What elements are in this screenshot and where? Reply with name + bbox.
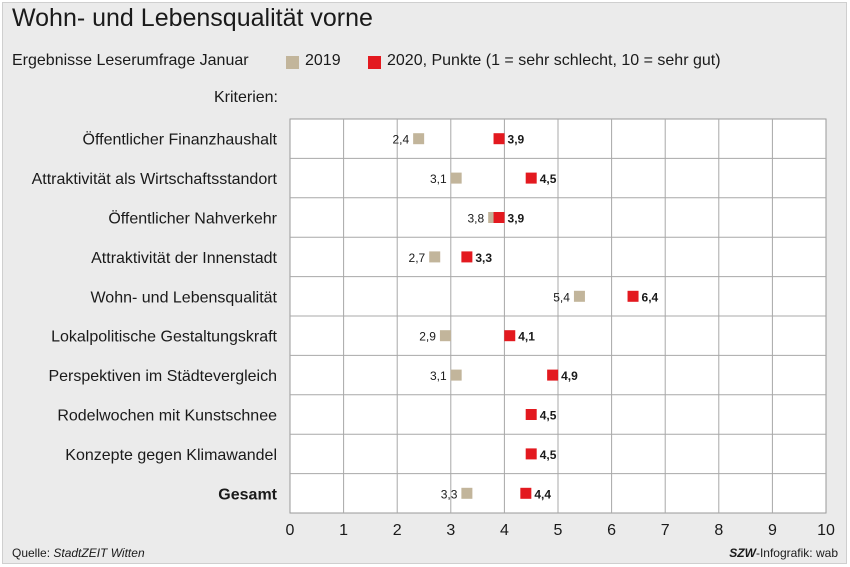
value-label-2019: 2,4 bbox=[392, 133, 409, 147]
value-label-2019: 3,1 bbox=[430, 172, 447, 186]
criteria-label: Kriterien: bbox=[213, 89, 278, 106]
category-label: Attraktivität als Wirtschaftsstandort bbox=[32, 171, 278, 188]
x-tick-label: 5 bbox=[554, 522, 563, 539]
x-tick-label: 10 bbox=[817, 522, 835, 539]
marker-2020 bbox=[493, 212, 505, 223]
value-label-2019: 2,9 bbox=[419, 330, 436, 344]
x-tick-label: 1 bbox=[339, 522, 348, 539]
value-label-2019: 5,4 bbox=[553, 290, 570, 304]
marker-2020 bbox=[504, 330, 516, 342]
value-label-2020: 4,9 bbox=[561, 369, 578, 383]
x-tick-label: 4 bbox=[500, 522, 509, 539]
category-label: Öffentlicher Nahverkehr bbox=[108, 210, 277, 228]
legend-label-2020: 2020, Punkte (1 = sehr schlecht, 10 = se… bbox=[387, 52, 721, 69]
marker-2019 bbox=[461, 487, 473, 499]
value-label-2020: 4,1 bbox=[518, 330, 535, 344]
source-prefix: Quelle: bbox=[12, 546, 54, 560]
value-label-2020: 4,5 bbox=[540, 409, 557, 423]
value-label-2020: 3,9 bbox=[508, 133, 525, 147]
value-label-2019: 3,8 bbox=[467, 212, 484, 226]
x-tick-label: 3 bbox=[446, 522, 455, 539]
marker-2020 bbox=[525, 448, 537, 460]
marker-2020 bbox=[525, 172, 537, 184]
category-label: Lokalpolitische Gestaltungskraft bbox=[51, 329, 277, 346]
x-tick-label: 0 bbox=[286, 522, 295, 539]
page-title: Wohn- und Lebensqualität vorne bbox=[12, 4, 373, 32]
marker-2020 bbox=[493, 133, 505, 145]
credit-brand: SZW bbox=[729, 546, 756, 560]
category-label: Rodelwochen mit Kunstschnee bbox=[57, 408, 277, 425]
marker-2019 bbox=[450, 369, 462, 381]
marker-2019 bbox=[413, 133, 425, 145]
value-label-2020: 3,3 bbox=[475, 251, 492, 265]
marker-2019 bbox=[439, 330, 451, 342]
marker-2019 bbox=[573, 290, 585, 302]
marker-2020 bbox=[547, 369, 559, 381]
category-label: Konzepte gegen Klimawandel bbox=[65, 447, 277, 464]
source-note: Quelle: StadtZEIT Witten bbox=[12, 546, 145, 560]
chart-subtitle: Ergebnisse Leserumfrage Januar bbox=[12, 52, 249, 69]
category-label: Öffentlicher Finanzhaushalt bbox=[83, 131, 278, 149]
x-tick-label: 2 bbox=[393, 522, 402, 539]
credit-note: SZW-Infografik: wab bbox=[729, 546, 838, 560]
value-label-2020: 4,4 bbox=[534, 487, 551, 501]
value-label-2020: 4,5 bbox=[540, 172, 557, 186]
marker-2020 bbox=[520, 487, 532, 499]
credit-rest: -Infografik: wab bbox=[755, 546, 838, 560]
marker-2019 bbox=[450, 172, 462, 184]
category-label: Perspektiven im Städtevergleich bbox=[48, 368, 277, 385]
value-label-2019: 3,3 bbox=[441, 487, 458, 501]
value-label-2019: 3,1 bbox=[430, 369, 447, 383]
category-label: Gesamt bbox=[218, 486, 277, 503]
marker-2020 bbox=[627, 290, 639, 302]
source-name: StadtZEIT Witten bbox=[53, 546, 145, 560]
x-tick-label: 7 bbox=[661, 522, 670, 539]
marker-2020 bbox=[461, 251, 473, 263]
category-label: Wohn- und Lebensqualität bbox=[90, 289, 277, 306]
marker-2020 bbox=[525, 409, 537, 420]
x-tick-label: 8 bbox=[714, 522, 723, 539]
legend-swatch-2019 bbox=[286, 56, 299, 69]
legend-label-2019: 2019 bbox=[305, 52, 341, 69]
value-label-2020: 6,4 bbox=[642, 290, 659, 304]
x-tick-label: 9 bbox=[768, 522, 777, 539]
value-label-2019: 2,7 bbox=[409, 251, 426, 265]
marker-2019 bbox=[429, 251, 441, 263]
legend-swatch-2020 bbox=[368, 56, 381, 69]
x-tick-label: 6 bbox=[607, 522, 616, 539]
category-label: Attraktivität der Innenstadt bbox=[91, 250, 277, 267]
value-label-2020: 3,9 bbox=[508, 212, 525, 226]
value-label-2020: 4,5 bbox=[540, 448, 557, 462]
